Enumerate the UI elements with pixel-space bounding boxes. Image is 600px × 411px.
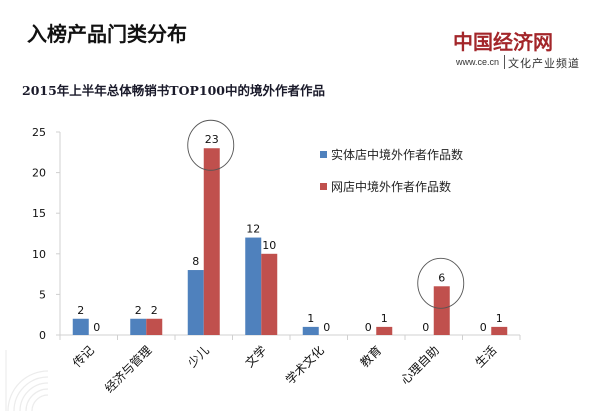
bar-online	[376, 326, 393, 335]
highlight-circle	[417, 257, 465, 309]
bar-online	[203, 148, 220, 335]
legend-item-online: 网店中境外作者作品数	[320, 178, 463, 194]
chart-title: 2015年上半年总体畅销书TOP100中的境外作者作品	[22, 83, 325, 98]
data-label-physical: 0	[365, 321, 372, 334]
x-tick-label: 文学	[242, 343, 270, 371]
logo-divider	[504, 55, 505, 69]
y-tick-label: 5	[39, 288, 46, 301]
data-label-online: 1	[381, 312, 388, 325]
data-label-physical: 12	[246, 223, 260, 236]
data-label-online: 0	[323, 321, 330, 334]
legend-swatch-online	[320, 182, 327, 190]
x-tick-label: 经济与管理	[101, 343, 154, 396]
logo-channel: 文化产业频道	[508, 57, 580, 70]
bar-online	[146, 318, 163, 335]
data-label-online: 1	[496, 312, 503, 325]
bar-physical	[187, 270, 204, 335]
data-label-physical: 0	[422, 321, 429, 334]
y-tick-label: 0	[39, 329, 46, 342]
x-tick-label: 学术文化	[282, 343, 327, 388]
legend-label-online: 网店中境外作者作品数	[331, 179, 452, 194]
bar-online	[433, 286, 450, 335]
data-label-physical: 2	[135, 304, 142, 317]
page-title: 入榜产品门类分布	[27, 22, 187, 46]
y-tick-label: 25	[32, 126, 46, 139]
data-label-physical: 2	[77, 304, 84, 317]
data-label-physical: 0	[480, 321, 487, 334]
y-tick-label: 10	[32, 248, 46, 261]
data-label-online: 2	[151, 304, 158, 317]
data-label-online: 23	[205, 133, 219, 146]
x-tick-label: 生活	[472, 343, 499, 370]
x-tick-label: 少儿	[185, 343, 212, 370]
logo-name: 中国经济网	[453, 30, 553, 54]
data-label-online: 10	[262, 239, 276, 252]
decorative-arcs-icon	[5, 350, 49, 411]
legend-swatch-physical	[320, 150, 327, 158]
highlight-circle	[187, 119, 235, 171]
data-label-online: 6	[438, 271, 445, 284]
bar-physical	[130, 318, 147, 335]
data-label-physical: 1	[307, 312, 314, 325]
site-logo: 中国经济网 www.ce.cn 文化产业频道	[453, 26, 598, 76]
legend-item-physical: 实体店中境外作者作品数	[320, 146, 463, 162]
data-label-online: 0	[93, 321, 100, 334]
bar-physical	[72, 318, 89, 335]
chart-legend: 实体店中境外作者作品数 网店中境外作者作品数	[320, 146, 463, 210]
legend-label-physical: 实体店中境外作者作品数	[331, 147, 464, 162]
bar-physical	[245, 237, 262, 335]
bar-physical	[302, 326, 319, 335]
bar-online	[491, 326, 508, 335]
x-tick-label: 心理自助	[398, 343, 442, 387]
logo-url: www.ce.cn	[456, 57, 500, 67]
y-tick-label: 20	[32, 167, 46, 180]
bar-online	[261, 253, 278, 335]
y-tick-label: 15	[32, 207, 46, 220]
data-label-physical: 8	[192, 255, 199, 268]
x-tick-label: 教育	[357, 343, 385, 371]
